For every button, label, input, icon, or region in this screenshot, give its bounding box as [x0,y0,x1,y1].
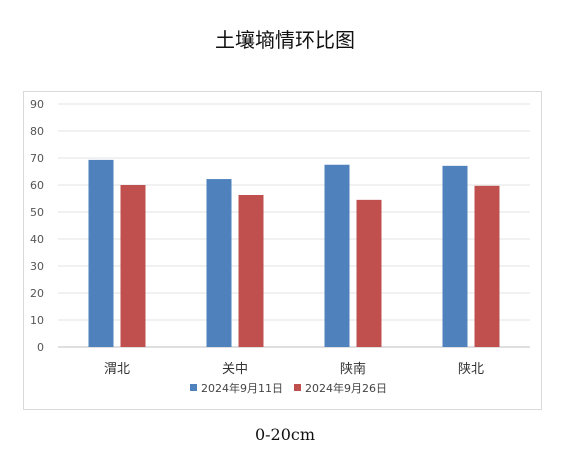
x-tick-label: 陕南 [340,361,366,377]
bar-series1 [206,179,232,347]
y-tick-label: 30 [30,260,44,273]
x-tick-label: 关中 [222,362,248,377]
y-tick-label: 60 [30,179,44,192]
y-tick-label: 20 [30,287,44,300]
legend-swatch [190,384,197,391]
x-tick-label: 陕北 [458,362,484,377]
x-tick-label: 渭北 [104,362,130,377]
bar-series2 [238,194,264,347]
y-tick-label: 70 [30,152,44,165]
bar-series1 [324,164,350,347]
legend-label: 2024年9月26日 [305,381,387,395]
y-tick-label: 40 [30,233,44,246]
bar-series1 [442,165,468,347]
y-tick-label: 0 [37,341,44,354]
bar-series2 [356,199,382,347]
bar-series1 [88,159,114,347]
legend-swatch [294,384,301,391]
legend-label: 2024年9月11日 [201,381,283,395]
y-tick-label: 10 [30,314,44,327]
y-tick-label: 90 [30,98,44,111]
y-tick-label: 80 [30,125,44,138]
bar-series2 [474,185,500,347]
bar-series2 [120,185,146,347]
y-tick-label: 50 [30,206,44,219]
chart-title: 土壤墒情环比图 [215,28,355,52]
depth-caption: 0-20cm [254,425,316,444]
